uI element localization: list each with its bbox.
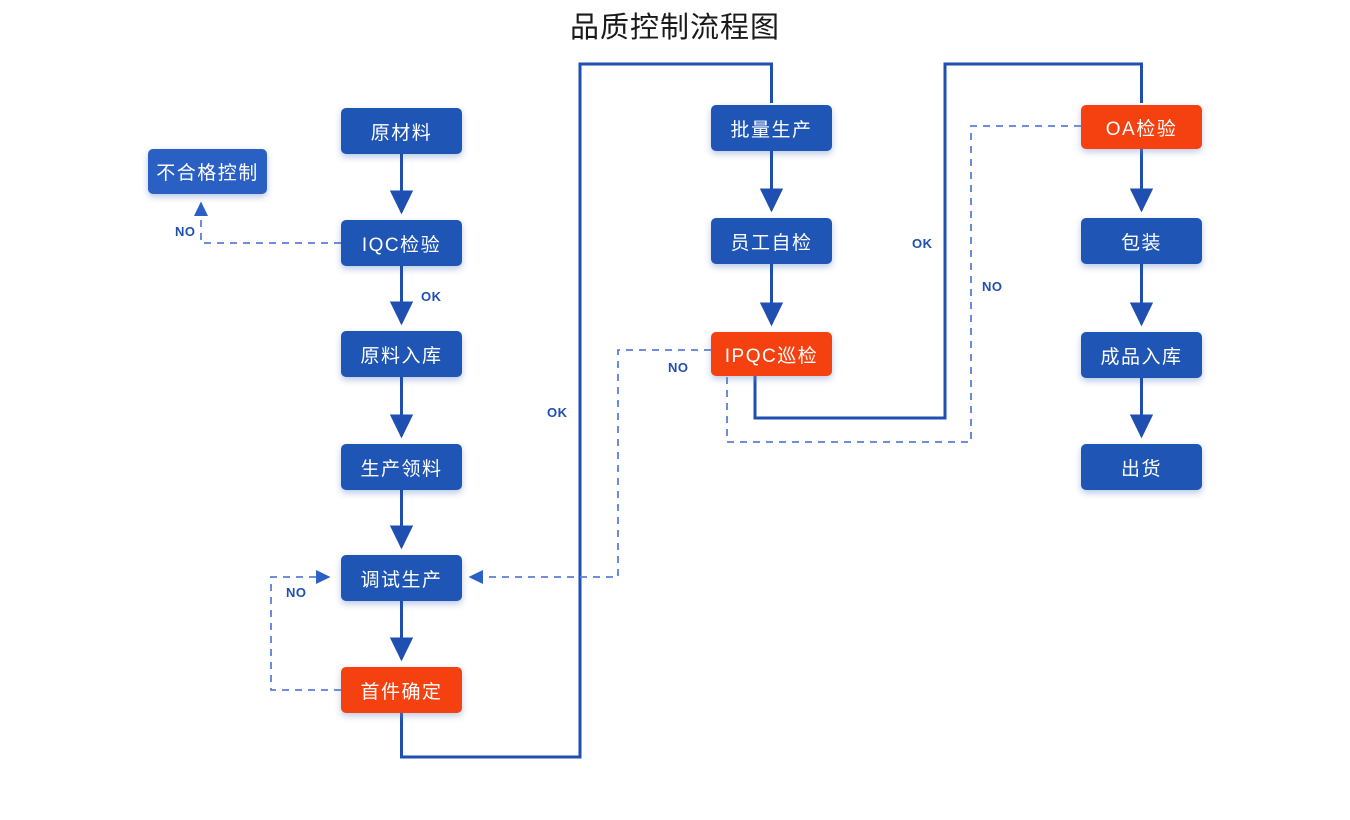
node-label: 原材料 bbox=[370, 122, 433, 144]
node-label: IQC检验 bbox=[361, 234, 442, 256]
edge-label-ok-first-article: OK bbox=[547, 405, 568, 420]
node-label: 出货 bbox=[1120, 458, 1162, 480]
node-label: 生产领料 bbox=[360, 458, 443, 480]
edge-label-no-ipqc: NO bbox=[668, 360, 689, 375]
node-self-inspect[interactable]: 员工自检 bbox=[711, 218, 832, 264]
node-shipment[interactable]: 出货 bbox=[1081, 444, 1202, 490]
node-label: IPQC巡检 bbox=[724, 345, 819, 367]
node-label: OA检验 bbox=[1105, 118, 1178, 140]
edge-label-ok-ipqc: OK bbox=[912, 236, 933, 251]
node-first-article[interactable]: 首件确定 bbox=[341, 667, 462, 713]
edge-firstarticle-to-trial-no bbox=[270, 569, 341, 691]
node-production-pick[interactable]: 生产领料 bbox=[341, 444, 462, 490]
node-trial-run[interactable]: 调试生产 bbox=[341, 555, 462, 601]
edge-label-ok-iqc: OK bbox=[421, 289, 442, 304]
node-oa-inspect[interactable]: OA检验 bbox=[1081, 105, 1202, 149]
node-finished-in[interactable]: 成品入库 bbox=[1081, 332, 1202, 378]
node-label: 原料入库 bbox=[360, 345, 443, 367]
node-label: 成品入库 bbox=[1100, 346, 1183, 368]
node-label: 包装 bbox=[1120, 232, 1162, 254]
edge-firstarticle-to-massproduction bbox=[400, 62, 773, 759]
node-label: 调试生产 bbox=[360, 569, 443, 591]
node-label: 首件确定 bbox=[360, 681, 443, 703]
node-mass-production[interactable]: 批量生产 bbox=[711, 105, 832, 151]
edge-label-no-iqc: NO bbox=[175, 224, 196, 239]
edge-ipqc-to-trial-no bbox=[468, 349, 711, 585]
edge-label-no-first-article: NO bbox=[286, 585, 307, 600]
node-label: 批量生产 bbox=[730, 119, 813, 141]
node-raw-material[interactable]: 原材料 bbox=[341, 108, 462, 154]
node-reject-control[interactable]: 不合格控制 bbox=[148, 149, 267, 194]
edge-iqc-to-rejectcontrol-no bbox=[193, 201, 341, 244]
page-title: 品质控制流程图 bbox=[569, 10, 780, 44]
edge-label-no-oa: NO bbox=[982, 279, 1003, 294]
node-material-in[interactable]: 原料入库 bbox=[341, 331, 462, 377]
edge-oainspect-to-ipqc-no bbox=[726, 125, 1081, 443]
node-packaging[interactable]: 包装 bbox=[1081, 218, 1202, 264]
edge-ipqc-to-oainspect bbox=[753, 62, 1143, 420]
node-label: 不合格控制 bbox=[156, 163, 259, 184]
node-ipqc-patrol[interactable]: IPQC巡检 bbox=[711, 332, 832, 376]
node-iqc-inspect[interactable]: IQC检验 bbox=[341, 220, 462, 266]
node-label: 员工自检 bbox=[730, 232, 813, 254]
